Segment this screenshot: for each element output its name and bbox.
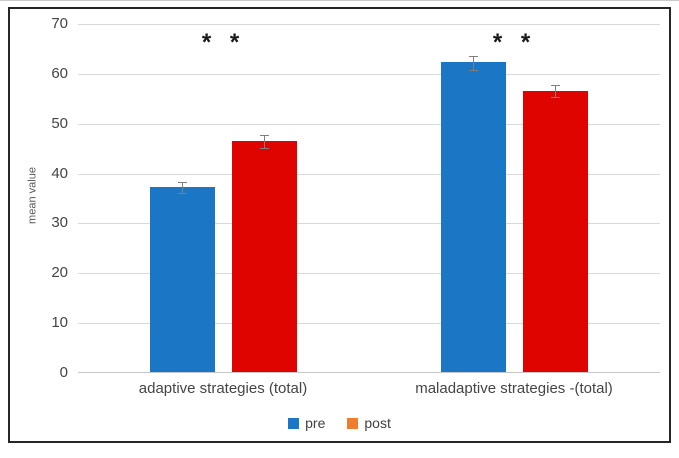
page-top-rule: [0, 0, 679, 1]
gridline: [78, 323, 660, 325]
significance-annotation: * *: [201, 28, 246, 56]
legend-swatch-post: [347, 417, 359, 429]
error-bar-cap: [551, 97, 560, 99]
x-axis-label-adaptive: adaptive strategies (total): [138, 380, 308, 397]
error-bar-pre-category-0: [178, 182, 187, 194]
gridline: [78, 73, 660, 75]
error-bar-line: [264, 135, 265, 150]
gridline: [78, 123, 660, 125]
error-bar-cap: [469, 55, 478, 57]
y-tick-label: 70: [51, 15, 68, 32]
bar-post-category-1: [523, 90, 588, 372]
x-axis-line: [78, 372, 660, 373]
bar-pre-category-0: [150, 187, 215, 372]
y-tick-label: 20: [51, 264, 68, 282]
plot-area: * * * *: [78, 24, 660, 373]
y-tick-label: 10: [51, 314, 68, 332]
legend-label-post: post: [364, 415, 391, 431]
error-bar-cap: [469, 69, 478, 71]
x-axis-label-maladaptive: maladaptive strategies -(total): [415, 380, 613, 397]
error-bar-line: [182, 182, 183, 194]
significance-annotation: * *: [492, 28, 537, 56]
legend-item-post: post: [347, 415, 391, 431]
error-bar-cap: [260, 135, 269, 137]
gridline: [78, 173, 660, 175]
legend-label-pre: pre: [305, 415, 326, 431]
error-bar-cap: [260, 148, 269, 150]
error-bar-line: [473, 55, 474, 71]
y-tick-label: 60: [51, 64, 68, 82]
error-bar-cap: [178, 182, 187, 184]
y-tick-label: 0: [59, 364, 68, 381]
error-bar-post-category-0: [260, 135, 269, 150]
y-tick-label: 40: [51, 164, 68, 182]
error-bar-cap: [178, 193, 187, 194]
y-tick-label: 50: [51, 114, 68, 132]
error-bar-line: [555, 85, 556, 99]
bar-pre-category-1: [441, 62, 506, 372]
legend-item-pre: pre: [288, 416, 325, 430]
error-bar-cap: [551, 85, 560, 87]
legend-swatch-pre: [288, 417, 300, 429]
gridline: [78, 273, 660, 275]
y-tick-label: 30: [51, 214, 68, 232]
gridline: [78, 223, 660, 225]
gridline: [78, 24, 660, 25]
legend: pre post: [0, 413, 679, 433]
error-bar-pre-category-1: [469, 55, 478, 71]
error-bar-post-category-1: [551, 85, 560, 99]
bar-post-category-0: [232, 141, 297, 372]
